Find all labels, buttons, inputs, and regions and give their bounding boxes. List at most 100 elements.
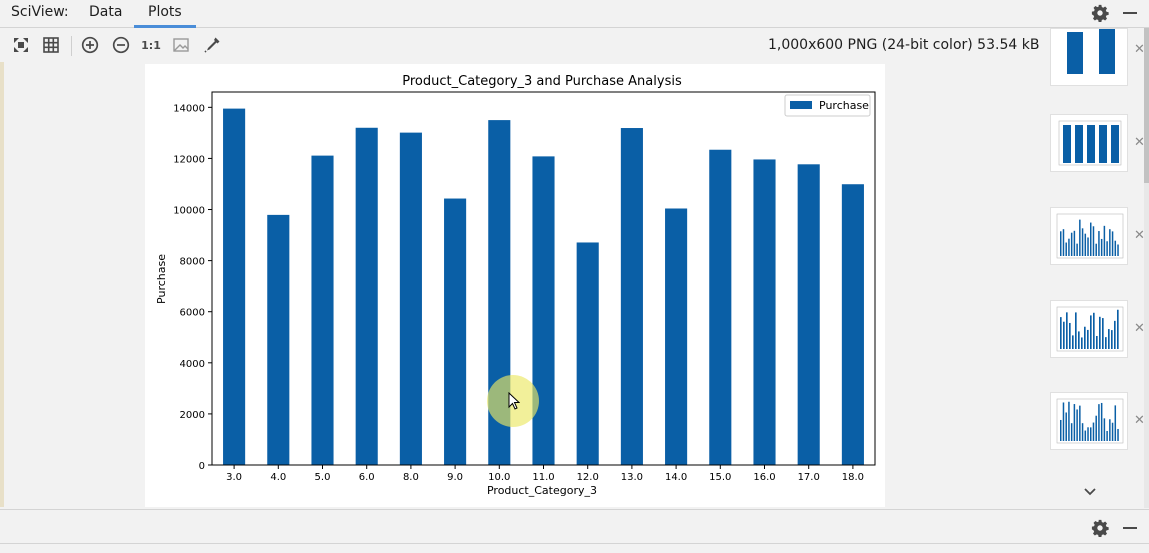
color-picker-icon[interactable]	[202, 35, 222, 55]
vertical-scrollbar[interactable]	[1144, 28, 1149, 508]
thumbnail-4-close-icon[interactable]: ✕	[1134, 321, 1145, 336]
actual-size-button[interactable]: 1:1	[141, 38, 161, 52]
x-tick-label: 5.0	[315, 472, 331, 483]
x-tick-label: 6.0	[359, 472, 375, 483]
image-info-text: 1,000x600 PNG (24-bit color) 53.54 kB	[768, 37, 1040, 53]
thumbnail-3-close-icon[interactable]: ✕	[1134, 228, 1145, 243]
thumbnail-bar	[1070, 232, 1073, 256]
x-tick-label: 15.0	[709, 472, 731, 483]
thumbnail-bar	[1087, 237, 1089, 256]
y-axis-label: Purchase	[155, 254, 168, 304]
thumbnail-bar	[1106, 430, 1108, 441]
sciview-tab-bar: SciView: Data Plots	[0, 0, 1149, 28]
y-tick-label: 12000	[173, 154, 205, 165]
plot-thumbnails-panel: ✕ ✕ ✕ ✕ ✕	[1040, 28, 1145, 508]
legend-box	[784, 94, 871, 117]
thumbnail-bar	[1073, 404, 1076, 441]
plot-toolbar: 1:1	[0, 28, 1040, 62]
bar-14.0	[665, 208, 688, 465]
bar-6.0	[355, 127, 378, 465]
thumbnail-bar	[1075, 312, 1077, 349]
thumbnail-4[interactable]	[1050, 300, 1128, 358]
x-tick-label: 11.0	[532, 472, 554, 483]
chart-title: Product_Category_3 and Purchase Analysis	[402, 74, 682, 89]
zoom-out-icon[interactable]	[111, 35, 131, 55]
thumbnail-bar	[1084, 326, 1086, 349]
chevron-down-icon[interactable]	[1083, 486, 1097, 498]
thumbnail-5[interactable]	[1050, 392, 1128, 450]
grid-icon[interactable]	[41, 35, 61, 55]
scrollbar-thumb[interactable]	[1144, 28, 1149, 183]
thumbnail-bar	[1111, 330, 1113, 349]
thumbnail-1-close-icon[interactable]: ✕	[1134, 42, 1145, 57]
thumbnail-bar	[1117, 428, 1119, 441]
thumbnail-bar	[1092, 422, 1095, 441]
thumbnail-bar	[1073, 230, 1076, 256]
thumbnail-bar	[1079, 219, 1081, 256]
thumbnail-bar	[1060, 317, 1062, 349]
bottom-divider	[0, 543, 1149, 544]
x-tick-label: 3.0	[226, 472, 242, 483]
thumbnail-2[interactable]	[1050, 114, 1128, 172]
bottom-settings-gear-icon[interactable]	[1091, 519, 1109, 538]
thumbnail-bar	[1117, 244, 1119, 256]
background-toggle-icon[interactable]	[171, 35, 191, 55]
thumbnail-bar	[1103, 418, 1106, 441]
bar-17.0	[797, 164, 820, 465]
thumbnail-bar	[1111, 231, 1114, 256]
thumbnail-bar	[1069, 322, 1071, 349]
bottom-panel-bar	[0, 509, 1149, 553]
thumbnail-bar	[1068, 401, 1070, 441]
bar-18.0	[841, 184, 864, 465]
bar-12.0	[576, 242, 599, 465]
y-tick-label: 8000	[180, 257, 205, 268]
thumbnail-bar	[1098, 231, 1100, 256]
thumbnail-bar	[1095, 415, 1097, 441]
thumbnail-bar	[1060, 419, 1062, 441]
bar-3.0	[223, 108, 246, 465]
bottom-minimize-icon[interactable]	[1123, 527, 1137, 529]
thumbnail-bar	[1111, 422, 1114, 441]
plot-image: Product_Category_3 and Purchase Analysis…	[145, 64, 885, 507]
minimize-icon[interactable]	[1123, 12, 1137, 14]
bar-9.0	[444, 198, 467, 466]
thumbnail-bar	[1103, 225, 1106, 256]
thumbnail-bar	[1099, 316, 1101, 349]
legend: Purchase	[784, 94, 871, 117]
x-tick-label: 18.0	[842, 472, 864, 483]
y-tick-label: 10000	[173, 206, 205, 217]
bar-4.0	[267, 214, 290, 465]
x-tick-label: 12.0	[577, 472, 599, 483]
thumbnail-bar	[1117, 309, 1119, 349]
thumbnail-bar	[1072, 335, 1074, 349]
thumbnail-1[interactable]	[1050, 28, 1128, 86]
thumbnail-bar	[1081, 423, 1084, 441]
sciview-label: SciView:	[11, 4, 69, 20]
thumbnail-bar	[1090, 427, 1092, 441]
bar-chart: Product_Category_3 and Purchase Analysis…	[155, 74, 876, 497]
settings-gear-icon[interactable]	[1091, 4, 1109, 23]
thumbnail-2-close-icon[interactable]: ✕	[1134, 135, 1145, 150]
y-tick-label: 2000	[180, 410, 205, 421]
thumbnail-bar	[1092, 226, 1095, 256]
legend-label: Purchase	[819, 99, 869, 112]
tab-plots[interactable]: Plots	[134, 4, 196, 28]
bar-15.0	[709, 149, 732, 466]
thumbnail-bar	[1078, 331, 1080, 349]
toolbar-divider	[71, 36, 72, 56]
tab-data[interactable]: Data	[89, 4, 123, 20]
thumbnail-5-close-icon[interactable]: ✕	[1134, 413, 1145, 428]
bar-13.0	[620, 128, 643, 465]
x-tick-label: 14.0	[665, 472, 687, 483]
thumbnail-bar	[1087, 427, 1089, 441]
thumbnail-bar	[1096, 335, 1098, 349]
thumbnail-bar	[1084, 233, 1087, 256]
thumbnail-bar	[1093, 312, 1095, 349]
thumbnail-bar	[1100, 238, 1103, 256]
y-tick-label: 14000	[173, 103, 205, 114]
x-tick-label: 4.0	[270, 472, 286, 483]
zoom-in-icon[interactable]	[80, 35, 100, 55]
thumbnail-3[interactable]	[1050, 207, 1128, 265]
fit-to-window-icon[interactable]	[11, 35, 31, 55]
legend-swatch	[790, 101, 812, 109]
